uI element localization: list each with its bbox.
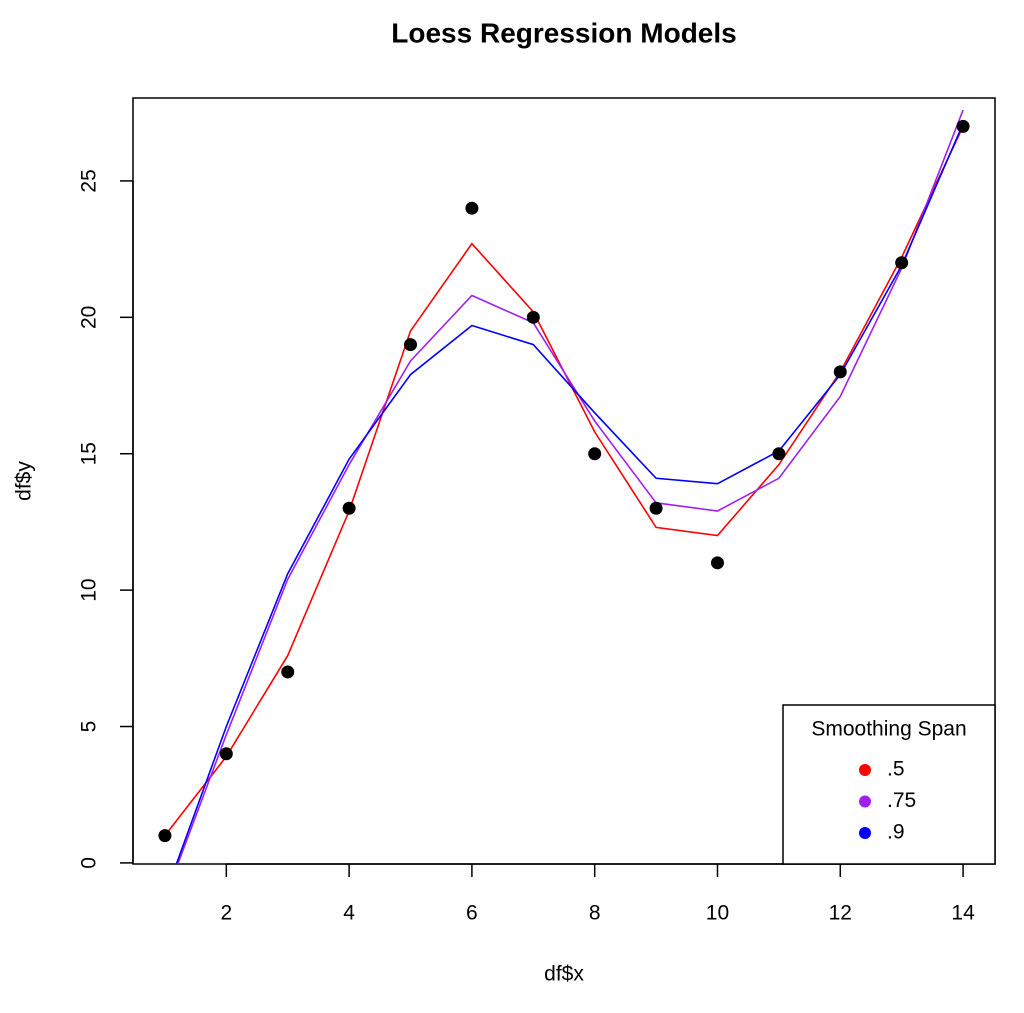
data-point: [588, 447, 602, 461]
y-axis-label: df$y: [13, 461, 36, 501]
data-point: [342, 501, 356, 515]
data-point: [158, 829, 172, 843]
x-tick-label: 14: [951, 902, 975, 925]
plot-area: [164, 109, 964, 864]
data-point: [710, 556, 724, 570]
data-point: [281, 665, 295, 679]
x-axis-label: df$x: [544, 963, 584, 986]
data-point: [956, 119, 970, 133]
data-point: [895, 256, 909, 270]
x-tick-label: 8: [589, 902, 601, 925]
x-tick-label: 2: [220, 902, 232, 925]
y-tick-label: 15: [78, 442, 101, 465]
legend: Smoothing Span .5 .75 .9: [782, 704, 996, 865]
legend-marker: [859, 827, 871, 839]
y-tick-label: 0: [78, 857, 101, 869]
data-point: [526, 310, 540, 324]
data-point: [649, 501, 663, 515]
loess-line: [176, 109, 964, 864]
data-point: [465, 201, 479, 215]
y-tick-label: 25: [78, 169, 101, 192]
legend-title: Smoothing Span: [811, 718, 966, 741]
y-tick-label: 20: [78, 306, 101, 329]
legend-marker: [859, 764, 871, 776]
data-point: [833, 365, 847, 379]
x-tick-label: 6: [466, 902, 478, 925]
legend-box: [782, 704, 996, 865]
legend-label: .9: [887, 821, 905, 844]
x-tick-label: 10: [706, 902, 729, 925]
chart-title: Loess Regression Models: [391, 17, 736, 48]
data-point: [219, 747, 233, 761]
data-point: [404, 338, 418, 352]
x-tick-label: 12: [829, 902, 852, 925]
legend-label: .75: [887, 789, 916, 812]
data-point: [772, 447, 786, 461]
y-tick-label: 5: [78, 721, 101, 733]
loess-line: [175, 123, 964, 864]
legend-marker: [859, 795, 871, 808]
y-tick-label: 10: [78, 578, 101, 601]
x-tick-label: 4: [343, 902, 355, 925]
legend-label: .5: [887, 758, 905, 781]
